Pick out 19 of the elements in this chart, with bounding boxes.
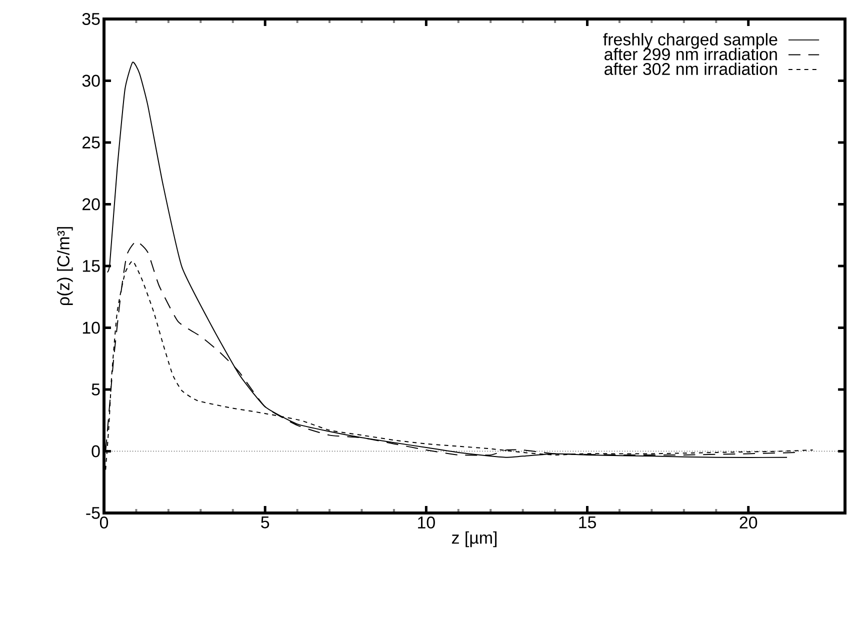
y-tick-label: 20 xyxy=(82,198,100,210)
legend-label: freshly charged sample xyxy=(603,33,778,49)
x-tick-label: 20 xyxy=(740,516,758,528)
x-axis-title: z [µm] xyxy=(452,531,497,548)
y-tick-label: 10 xyxy=(82,322,100,334)
y-tick-label: 30 xyxy=(82,74,100,87)
y-tick-label: 15 xyxy=(82,260,100,272)
y-tick-label: 35 xyxy=(82,12,100,25)
y-tick-label: 0 xyxy=(92,445,100,458)
legend-label: after 299 nm irradiation xyxy=(604,48,777,60)
x-tick-label: 0 xyxy=(100,516,108,528)
x-tick-label: 10 xyxy=(418,516,435,528)
y-axis-title: ρ(z) [C/m³] xyxy=(57,227,73,305)
y-tick-label: 25 xyxy=(82,136,100,148)
y-tick-label: 5 xyxy=(92,384,100,396)
legend-label: after 302 nm irradiation xyxy=(604,62,777,76)
x-tick-label: 15 xyxy=(579,516,596,528)
y-tick-label: -5 xyxy=(86,507,100,519)
x-tick-label: 5 xyxy=(261,516,270,528)
